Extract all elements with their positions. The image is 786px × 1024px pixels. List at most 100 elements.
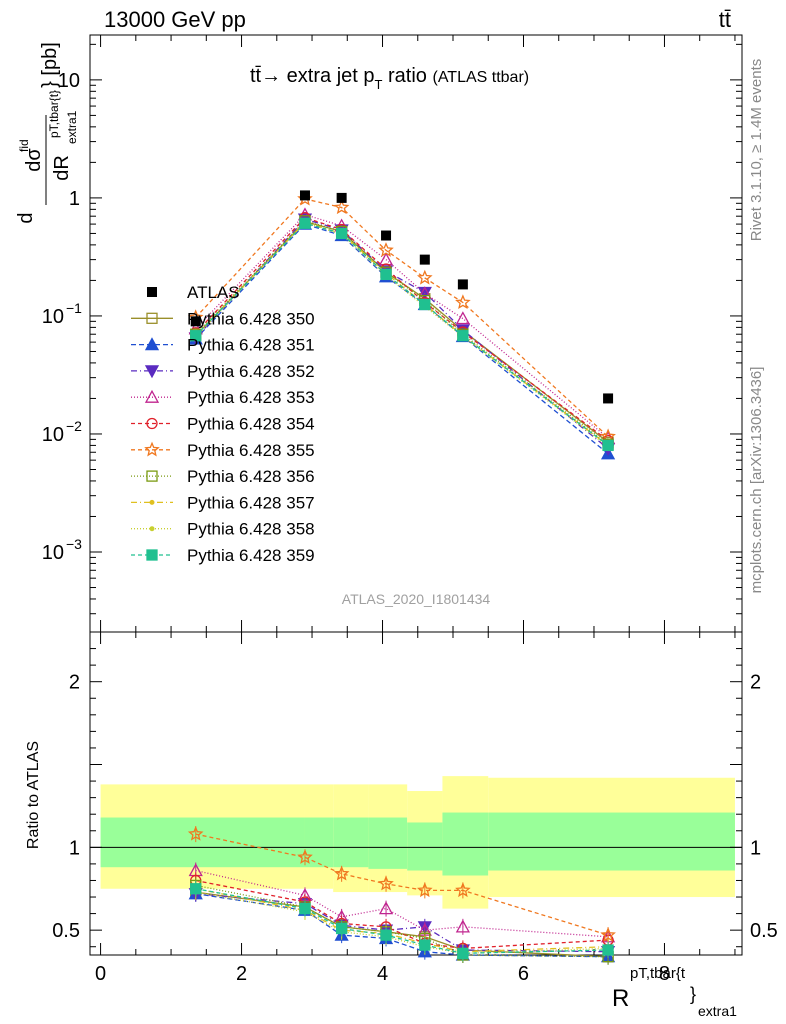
series-point [380,268,392,281]
legend-marker [144,365,160,379]
ratio-series-line [195,893,609,953]
x-tick-label: 4 [377,963,388,985]
ratio-ylabel: Ratio to ATLAS [25,741,42,849]
data-point [336,192,347,203]
legend-marker [149,499,155,505]
data-point [419,254,430,265]
y-tick-label: 10 [42,306,64,328]
legend-marker [146,470,158,482]
series-point [455,311,470,325]
ratio-series-point [335,922,348,935]
series-point [190,330,202,342]
main-frame [89,34,743,633]
legend-marker [146,549,158,561]
legend-marker [146,312,158,324]
xlabel-main: R [612,985,629,1012]
band-inner [368,817,408,869]
ratio-series-point [299,902,311,915]
ratio-panel: 0.5 0.5 1 1 2 2 0 2 4 6 8 Ratio to ATLAS RpT,tbar{t}… [25,631,778,1019]
x-tick-label: 2 [236,963,247,985]
main-title-rest: ratio [382,65,432,87]
series-point [333,199,350,215]
y-tick-label: 10 [42,424,64,446]
legend-marker [144,441,160,457]
ylabel-unit: } [pb] [39,42,61,88]
y-tick-label: 10 [42,542,64,564]
ratio-series-point [297,849,313,864]
rivet-label: Rivet 3.1.10, ≥ 1.4M events [748,59,765,242]
legend-marker [146,417,158,430]
data-point [603,393,614,404]
band-inner [333,817,369,868]
band-inner [488,812,735,871]
xlabel-sub: } [690,984,696,1004]
legend-label: Pythia 6.428 357 [187,493,315,512]
ratio-series-point [602,944,614,956]
series-357 [193,219,611,448]
ratio-frame [89,631,743,956]
data-point [457,279,468,290]
legend: ATLAS Pythia 6.428 350 Pythia 6.428 351 Pyt… [131,283,315,565]
ratio-series-point [419,939,431,951]
legend-item-352: Pythia 6.428 352 [131,362,315,381]
band-inner [304,817,334,868]
band-inner [234,817,305,868]
legend-item-351: Pythia 6.428 351 [131,336,315,355]
series-point [602,439,614,452]
legend-marker [149,526,155,532]
legend-label: Pythia 6.428 353 [187,388,315,407]
ratio-series-355 [187,825,616,944]
y-tick-label-exp: −3 [66,536,82,552]
legend-label: Pythia 6.428 359 [187,546,315,565]
legend-item-357: Pythia 6.428 357 [131,493,315,512]
legend-item-350: Pythia 6.428 350 [131,309,315,328]
header-left: 13000 GeV pp [104,7,246,32]
series-line [195,221,609,446]
legend-label: Pythia 6.428 350 [187,309,315,328]
legend-label: Pythia 6.428 351 [187,336,315,355]
ratio-series-point [333,865,350,881]
series-point [455,294,471,310]
legend-label: Pythia 6.428 356 [187,467,315,486]
ratio-series-359 [190,880,614,962]
ratio-series-line [195,893,609,958]
main-title-note: (ATLAS ttbar) [432,69,529,86]
header-right: tt̄ [719,7,731,32]
ratio-series-point [417,882,433,898]
y-tick-label: 10 [58,70,80,92]
series-point [378,252,394,266]
y-tick-label-exp: −1 [66,300,82,316]
legend-marker [147,287,157,297]
ratio-y-tick-label: 2 [69,672,80,694]
data-point [190,316,201,327]
ratio-y-tick-label: 1 [69,837,80,859]
series-point [335,227,348,240]
series-350 [190,215,614,448]
series-point [378,242,394,257]
data-point [299,190,310,201]
legend-label: ATLAS [187,283,240,302]
ratio-series-point [455,919,470,933]
ylabel-num: dσ [23,148,45,172]
ratio-series-point [380,929,392,941]
ratio-series-point [187,825,204,841]
series-point [417,286,432,300]
series-354 [190,212,614,447]
legend-item-355: Pythia 6.428 355 [131,441,315,460]
ratio-y-tick-label-right: 1 [750,837,761,859]
ratio-y-tick-label-right: 0.5 [750,920,778,942]
ylabel-sub: extra1 [65,110,79,144]
band-inner [407,822,443,871]
ratio-y-tick-label-right: 2 [750,672,761,694]
atlas-data [190,190,614,404]
xlabel-sub2: extra1 [698,1003,737,1019]
legend-item-358: Pythia 6.428 358 [131,520,315,539]
series-point [419,298,431,311]
data-point [381,230,392,241]
legend-label: Pythia 6.428 352 [187,362,315,381]
ylabel-d: d [15,212,37,223]
x-tick-label: 6 [518,963,529,985]
legend-item-354: Pythia 6.428 354 [131,415,315,434]
